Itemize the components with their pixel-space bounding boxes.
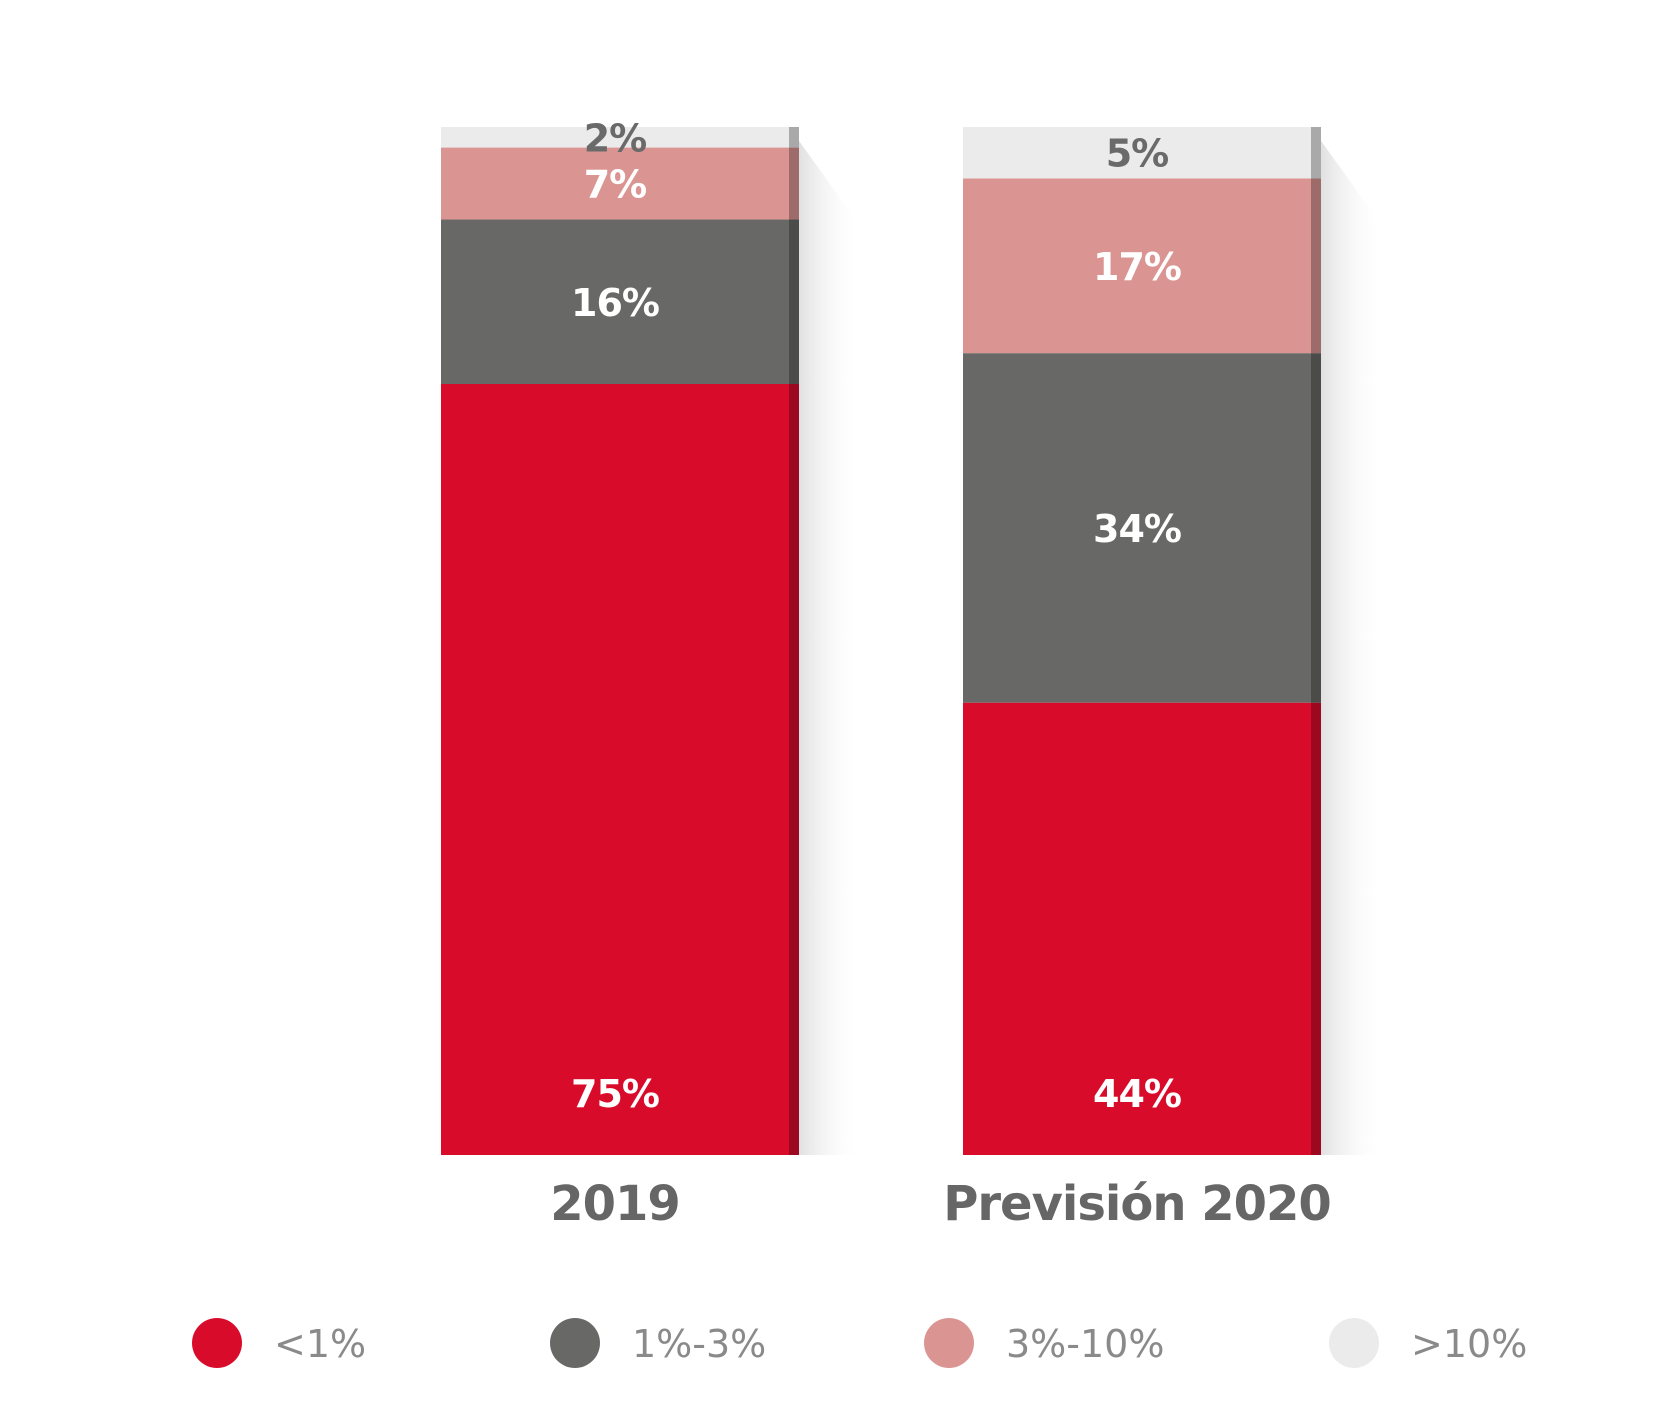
category-label: 2019 (550, 1176, 680, 1232)
bar-segment (963, 353, 1311, 703)
bar-segment (963, 178, 1311, 354)
data-label: 75% (571, 1072, 659, 1116)
bars-layer: 75% 16% 7%2% 2019 44% 34% 17% 5% Previsión 2020 (441, 116, 1383, 1232)
bar-segment-side (1311, 702, 1321, 1155)
bar-segment-side (789, 384, 799, 1155)
bar-segment-side (1311, 353, 1321, 703)
bar-segment (441, 384, 789, 1155)
data-label: 34% (1093, 507, 1181, 551)
legend-swatch (924, 1318, 974, 1368)
bar-segment (441, 147, 789, 220)
bar-shadow (1311, 127, 1383, 1155)
legend-swatch (1329, 1318, 1379, 1368)
bar-segment (963, 702, 1311, 1155)
bar-segment (963, 127, 1311, 179)
data-label: 44% (1093, 1072, 1181, 1116)
data-label: 5% (1106, 132, 1169, 176)
category-label: Previsión 2020 (943, 1176, 1331, 1232)
legend-label: 3%-10% (1006, 1322, 1164, 1366)
bar-segment-side (789, 127, 799, 148)
legend-swatch (192, 1318, 242, 1368)
legend: <1% 1%-3% 3%-10% >10% (192, 1318, 1527, 1368)
legend-label: >10% (1411, 1322, 1527, 1366)
legend-label: <1% (274, 1322, 366, 1366)
bar-segment-side (789, 147, 799, 220)
data-label: 2% (584, 116, 647, 160)
legend-label: 1%-3% (632, 1322, 766, 1366)
bar-segment-side (789, 219, 799, 384)
bar-segment (441, 219, 789, 384)
bar-segment-side (1311, 127, 1321, 179)
bar-segment (441, 127, 789, 148)
data-label: 16% (571, 281, 659, 325)
bar-shadow (789, 127, 861, 1155)
legend-swatch (550, 1318, 600, 1368)
data-label: 17% (1093, 245, 1181, 289)
data-label: 7% (584, 163, 647, 207)
bar-segment-side (1311, 178, 1321, 354)
